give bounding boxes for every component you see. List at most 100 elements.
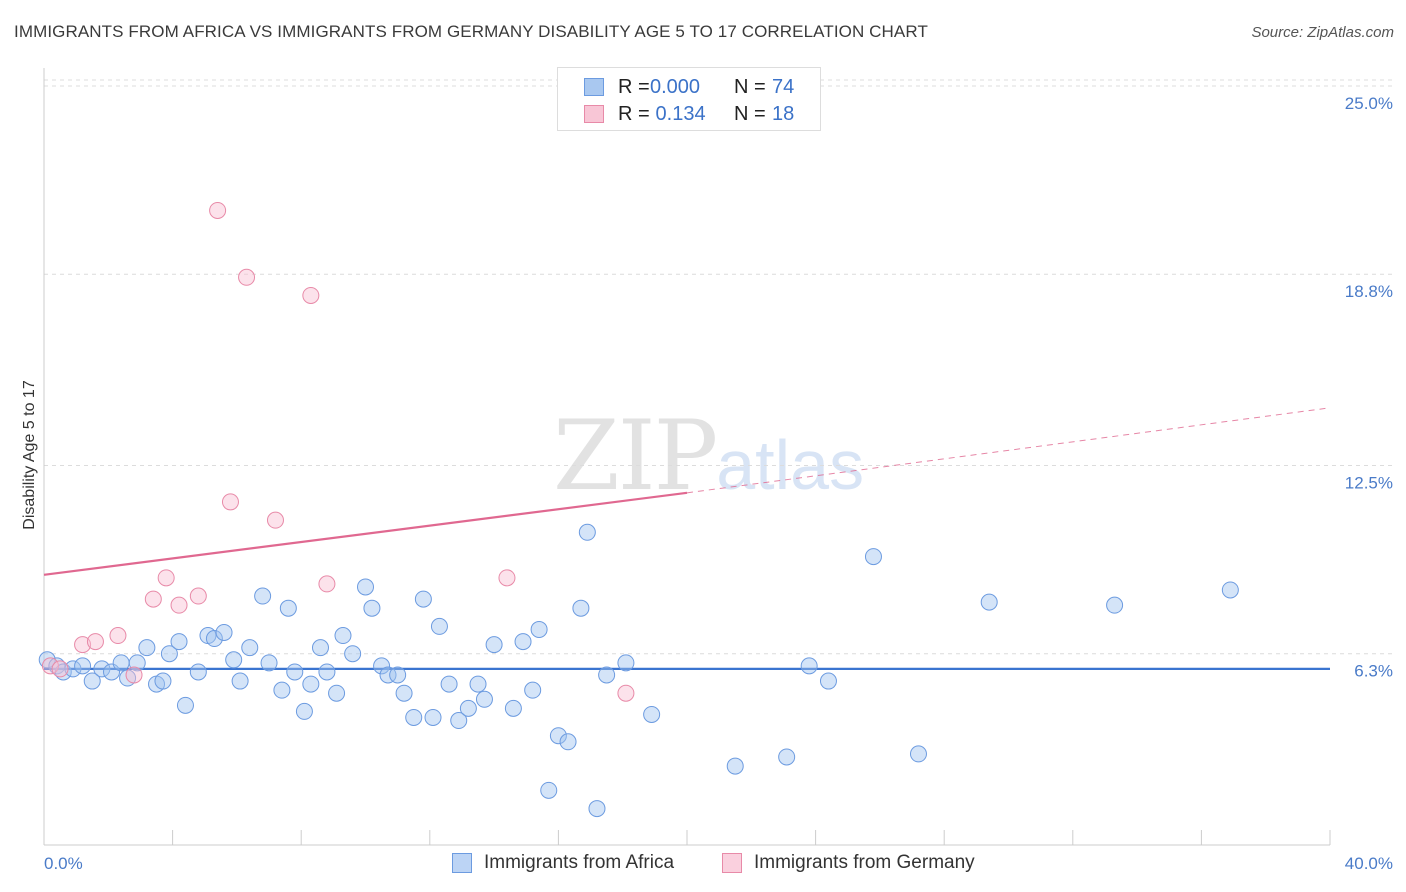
y-axis-label: Disability Age 5 to 17 — [21, 380, 38, 530]
point-africa — [273, 681, 291, 699]
point-africa — [424, 708, 442, 726]
bottom-legend-swatch-africa — [452, 853, 472, 873]
point-africa — [405, 708, 423, 726]
point-africa — [328, 684, 346, 702]
point-africa — [231, 672, 249, 690]
bottom-legend-swatch-germany — [722, 853, 742, 873]
point-germany — [41, 657, 59, 675]
point-africa — [514, 633, 532, 651]
point-germany — [144, 590, 162, 608]
point-africa — [260, 654, 278, 672]
point-africa — [215, 623, 233, 641]
point-africa — [469, 675, 487, 693]
x-tick-label: 0.0% — [44, 854, 83, 873]
point-africa — [302, 675, 320, 693]
point-germany — [51, 660, 69, 678]
point-germany — [157, 569, 175, 587]
point-africa — [138, 639, 156, 657]
point-africa — [430, 617, 448, 635]
point-germany — [74, 636, 92, 654]
point-africa — [559, 733, 577, 751]
point-germany — [125, 666, 143, 684]
point-africa — [504, 699, 522, 717]
point-africa — [93, 660, 111, 678]
point-germany — [109, 627, 127, 645]
point-africa — [864, 548, 882, 566]
legend-n-label: N = — [734, 76, 766, 98]
legend-n-value: 18 — [772, 103, 795, 125]
point-germany — [221, 493, 239, 511]
chart-title: IMMIGRANTS FROM AFRICA VS IMMIGRANTS FRO… — [14, 22, 928, 41]
bottom-legend-label-africa: Immigrants from Africa — [484, 852, 675, 873]
point-africa — [279, 599, 297, 617]
point-africa — [373, 657, 391, 675]
tick-labels: 6.3% 12.5% 18.8% 25.0% 0.0% 40.0% — [44, 94, 1393, 873]
point-germany — [238, 268, 256, 286]
point-africa — [357, 578, 374, 596]
point-africa — [540, 781, 558, 799]
legend-swatch-africa — [584, 78, 604, 96]
point-africa — [617, 654, 635, 672]
point-africa — [485, 636, 503, 654]
point-africa — [170, 633, 188, 651]
point-germany — [617, 684, 635, 702]
y-tick-label: 12.5% — [1345, 474, 1393, 493]
point-africa — [819, 672, 837, 690]
point-africa — [524, 681, 542, 699]
y-tick-label: 6.3% — [1354, 662, 1393, 681]
trend-line-dashed-germany — [686, 407, 1331, 494]
legend-n-value: 74 — [772, 76, 795, 98]
point-africa — [363, 599, 381, 617]
point-germany — [498, 569, 516, 587]
point-africa — [909, 745, 927, 763]
point-africa — [160, 645, 178, 663]
point-africa — [286, 663, 304, 681]
point-africa — [395, 684, 413, 702]
point-africa — [205, 630, 223, 648]
legend-r-label: R = — [618, 103, 650, 125]
point-africa — [295, 702, 313, 720]
point-africa — [549, 727, 567, 745]
point-germany — [302, 286, 320, 304]
point-africa — [1106, 596, 1124, 614]
point-africa — [980, 593, 998, 611]
trend-line-germany — [43, 491, 688, 576]
point-africa — [643, 705, 661, 723]
point-africa — [800, 657, 818, 675]
point-africa — [459, 699, 477, 717]
point-africa — [475, 690, 493, 708]
point-africa — [578, 523, 596, 541]
point-africa — [1221, 581, 1239, 599]
point-africa — [530, 620, 548, 638]
legend-n-label: N = — [734, 103, 766, 125]
point-africa — [318, 663, 336, 681]
y-tick-label: 25.0% — [1345, 94, 1393, 113]
legend: R = 0.000 N = 74 R = 0.134 N = 18 — [557, 67, 821, 131]
data-points — [38, 201, 1239, 818]
point-africa — [344, 645, 362, 663]
point-africa — [112, 654, 130, 672]
legend-swatch-germany — [584, 105, 604, 123]
point-africa — [74, 657, 92, 675]
point-africa — [414, 590, 432, 608]
axes — [43, 68, 1331, 846]
point-africa — [311, 639, 329, 657]
watermark-zip: ZIP — [553, 400, 718, 512]
legend-r-label: R = — [618, 76, 650, 98]
bottom-legend-label-germany: Immigrants from Germany — [754, 852, 975, 873]
point-africa — [83, 672, 101, 690]
legend-r-value: 0.134 — [650, 103, 706, 125]
point-africa — [598, 666, 616, 684]
point-africa — [778, 748, 796, 766]
y-tick-label: 18.8% — [1345, 282, 1393, 301]
point-germany — [209, 201, 227, 219]
point-africa — [334, 627, 352, 645]
point-africa — [588, 800, 606, 818]
point-africa — [176, 696, 194, 714]
grid-lines — [44, 79, 1392, 655]
source-attribution: Source: ZipAtlas.com — [1251, 24, 1394, 41]
point-africa — [379, 666, 397, 684]
point-africa — [225, 651, 243, 669]
point-africa — [241, 639, 259, 657]
